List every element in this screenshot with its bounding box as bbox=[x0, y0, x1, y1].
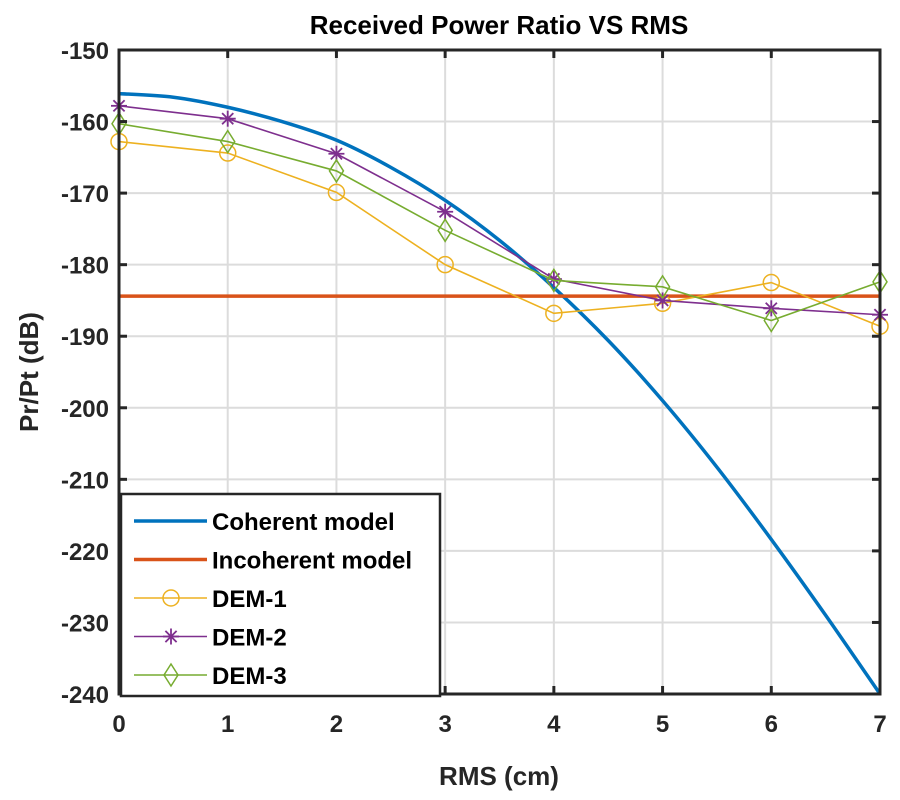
legend: Coherent model Incoherent model DEM-1 DEM-2… bbox=[119, 492, 442, 698]
x-tick-label: 5 bbox=[656, 711, 669, 738]
legend-marker bbox=[162, 589, 180, 607]
x-axis-label: RMS (cm) bbox=[439, 761, 559, 791]
legend-marker bbox=[163, 662, 179, 688]
x-tick-label: 0 bbox=[112, 711, 125, 738]
data-point-dem-2 bbox=[654, 292, 671, 309]
data-point-dem-3 bbox=[545, 268, 562, 293]
data-point-dem-3 bbox=[763, 308, 780, 333]
y-axis-label: Pr/Pt (dB) bbox=[14, 312, 44, 432]
data-point-dem-2 bbox=[219, 110, 236, 127]
x-tick-label: 3 bbox=[438, 711, 451, 738]
legend-box bbox=[119, 492, 442, 698]
y-tick-label: -200 bbox=[61, 396, 109, 423]
legend-item-incoherent-model: Incoherent model bbox=[134, 548, 412, 575]
data-point-dem-1 bbox=[762, 273, 781, 292]
y-tick-label: -210 bbox=[61, 467, 109, 494]
data-point-dem-1 bbox=[545, 304, 563, 323]
data-point-dem-3 bbox=[654, 274, 671, 300]
chart-title: Received Power Ratio VS RMS bbox=[310, 10, 689, 40]
data-point-dem-3 bbox=[328, 158, 345, 184]
series-coherent-model bbox=[118, 91, 882, 695]
y-tick-label: -170 bbox=[61, 181, 109, 208]
x-tick-label: 4 bbox=[547, 711, 561, 738]
series-line-dem-3 bbox=[118, 122, 881, 322]
legend-label: DEM-1 bbox=[212, 586, 287, 613]
y-tick-label: -150 bbox=[61, 38, 109, 65]
series-layer bbox=[110, 91, 889, 695]
data-point-dem-3 bbox=[219, 129, 236, 154]
legend-item-dem-3: DEM-3 bbox=[134, 662, 287, 690]
data-point-dem-1 bbox=[218, 144, 237, 162]
series-line-dem-2 bbox=[118, 105, 881, 316]
y-tick-label: -230 bbox=[61, 610, 109, 637]
x-tick-label: 1 bbox=[221, 711, 234, 738]
series-line-dem-1 bbox=[118, 140, 881, 327]
legend-marker bbox=[163, 628, 179, 645]
legend-label: DEM-2 bbox=[212, 625, 287, 652]
y-tick-label: -180 bbox=[61, 253, 109, 280]
legend-label: Incoherent model bbox=[212, 548, 412, 575]
tick-labels: 0 1 2 3 4 5 6 7 -150 -160 -170 -180 -190 -200 -210 -220… bbox=[61, 38, 887, 738]
legend-item-coherent-model: Coherent model bbox=[134, 509, 395, 536]
data-point-dem-3 bbox=[437, 217, 454, 243]
x-tick-label: 2 bbox=[330, 711, 343, 738]
series-line-coherent-model bbox=[118, 91, 882, 695]
y-tick-label: -190 bbox=[61, 324, 109, 351]
legend-item-dem-1: DEM-1 bbox=[134, 586, 287, 613]
plot-frame bbox=[117, 48, 882, 696]
data-point-dem-1 bbox=[436, 255, 454, 274]
y-tick-label: -240 bbox=[61, 682, 109, 709]
x-tick-label: 7 bbox=[873, 711, 886, 738]
data-point-dem-1 bbox=[327, 183, 346, 202]
y-tick-label: -220 bbox=[61, 539, 109, 566]
data-point-dem-2 bbox=[437, 203, 454, 220]
y-tick-label: -160 bbox=[61, 110, 109, 137]
data-point-dem-2 bbox=[328, 145, 345, 162]
legend-label: DEM-3 bbox=[212, 663, 287, 690]
legend-item-dem-2: DEM-2 bbox=[134, 625, 287, 652]
x-tick-label: 6 bbox=[765, 711, 778, 738]
legend-label: Coherent model bbox=[212, 509, 395, 536]
